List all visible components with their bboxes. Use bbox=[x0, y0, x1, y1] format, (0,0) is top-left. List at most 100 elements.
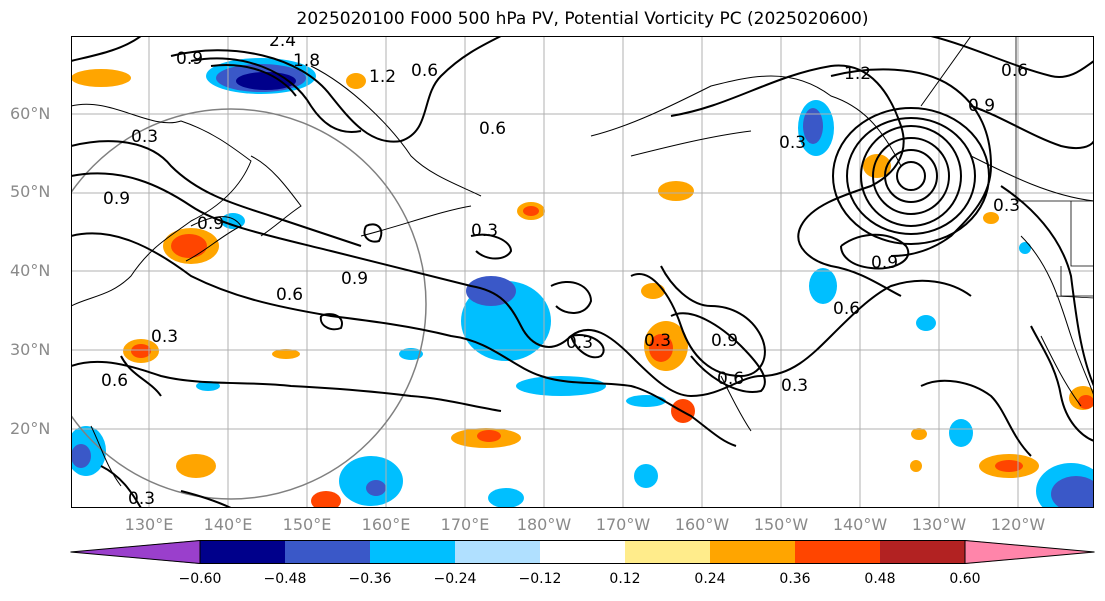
lat-label: 60°N bbox=[10, 104, 51, 123]
anomaly-shading bbox=[71, 58, 1094, 508]
anomaly-blob bbox=[809, 268, 837, 304]
lat-label: 20°N bbox=[10, 419, 51, 438]
contour-label: 0.3 bbox=[644, 331, 671, 351]
map-frame bbox=[71, 36, 1094, 508]
anomaly-blob bbox=[71, 69, 131, 87]
anomaly-blob bbox=[649, 334, 673, 362]
colorbar-segment bbox=[540, 540, 626, 564]
contour-label: 0.6 bbox=[833, 299, 860, 319]
colorbar-tick-label: 0.12 bbox=[609, 571, 641, 587]
lon-label: 150°W bbox=[753, 515, 809, 534]
colorbar-segments bbox=[70, 540, 1095, 564]
contour-label: 0.3 bbox=[779, 133, 806, 153]
gridlines bbox=[71, 36, 1094, 508]
contour-label: 0.6 bbox=[276, 285, 303, 305]
colorbar-tick-label: −0.60 bbox=[178, 571, 222, 587]
lon-label: 140°W bbox=[832, 515, 888, 534]
contour-label: 2.4 bbox=[269, 36, 296, 51]
lon-label: 160°W bbox=[674, 515, 730, 534]
anomaly-blob bbox=[477, 430, 501, 442]
colorbar-segment bbox=[795, 540, 881, 564]
borders bbox=[1015, 36, 1094, 299]
anomaly-blob bbox=[366, 480, 386, 496]
anomaly-blob bbox=[488, 488, 524, 508]
lon-label: 130°E bbox=[124, 515, 174, 534]
colorbar-tick-label: −0.48 bbox=[263, 571, 307, 587]
contour-label: 0.3 bbox=[151, 327, 178, 347]
anomaly-blob bbox=[634, 464, 658, 488]
map-title: 2025020100 F000 500 hPa PV, Potential Vo… bbox=[296, 9, 869, 29]
contour-label: 1.2 bbox=[369, 67, 396, 87]
contour-label: 0.9 bbox=[871, 253, 898, 273]
colorbar-tick-label: −0.24 bbox=[433, 571, 477, 587]
colorbar-outline-right bbox=[964, 540, 1095, 564]
anomaly-blob bbox=[641, 283, 665, 299]
contour-label: 0.9 bbox=[197, 214, 224, 234]
lon-label: 160°E bbox=[361, 515, 411, 534]
anomaly-blob bbox=[196, 381, 220, 391]
contour-label: 0.3 bbox=[566, 333, 593, 353]
contour-label: 0.6 bbox=[101, 371, 128, 391]
contour-label: 0.9 bbox=[176, 49, 203, 69]
anomaly-blob bbox=[949, 419, 973, 447]
contour-label: 1.8 bbox=[293, 51, 320, 71]
colorbar-tick-label: 0.48 bbox=[864, 571, 896, 587]
contour-label: 0.9 bbox=[103, 189, 130, 209]
contour-label: 0.3 bbox=[781, 376, 808, 396]
contour-label: 0.3 bbox=[471, 221, 498, 241]
anomaly-blob bbox=[658, 181, 694, 201]
contour-labels: 0.9 2.4 1.8 1.2 0.6 0.3 0.6 1.2 0.6 0.9 … bbox=[101, 36, 1028, 508]
coastlines bbox=[71, 36, 1094, 487]
anomaly-blob bbox=[516, 376, 606, 396]
anomaly-blob bbox=[399, 348, 423, 360]
colorbar-extend-low bbox=[70, 540, 200, 564]
contour-label: 0.6 bbox=[411, 61, 438, 81]
lat-label: 30°N bbox=[10, 340, 51, 359]
lon-label: 170°W bbox=[595, 515, 651, 534]
lon-label: 130°W bbox=[911, 515, 967, 534]
colorbar-segment bbox=[880, 540, 966, 564]
anomaly-blob bbox=[983, 212, 999, 224]
anomaly-blob bbox=[1078, 395, 1094, 409]
colorbar-segment bbox=[455, 540, 541, 564]
anomaly-blob bbox=[339, 456, 403, 506]
contour-label: 0.3 bbox=[993, 196, 1020, 216]
colorbar-segment bbox=[625, 540, 711, 564]
anomaly-blob bbox=[311, 491, 341, 508]
anomaly-blob bbox=[803, 108, 823, 144]
anomaly-blob bbox=[221, 213, 245, 229]
range-ring bbox=[71, 108, 427, 500]
anomaly-blob bbox=[71, 444, 91, 468]
anomaly-blob bbox=[1051, 476, 1094, 508]
anomaly-blob bbox=[626, 395, 666, 407]
anomaly-blob bbox=[916, 315, 936, 331]
anomaly-blob bbox=[171, 234, 207, 258]
colorbar-segment bbox=[370, 540, 456, 564]
lat-label: 40°N bbox=[10, 261, 51, 280]
anomaly-blob bbox=[911, 428, 927, 440]
lon-label: 150°E bbox=[282, 515, 332, 534]
map-canvas: 0.9 2.4 1.8 1.2 0.6 0.3 0.6 1.2 0.6 0.9 … bbox=[71, 36, 1094, 508]
anomaly-blob bbox=[910, 460, 922, 472]
contour-label: 0.3 bbox=[131, 127, 158, 147]
colorbar-tick-label: 0.60 bbox=[949, 571, 981, 587]
anomaly-blob bbox=[995, 460, 1023, 472]
contour-label: 0.9 bbox=[968, 96, 995, 116]
map-background bbox=[71, 36, 1094, 508]
pv-contours bbox=[71, 36, 1094, 508]
colorbar-segment bbox=[200, 540, 286, 564]
anomaly-blob bbox=[272, 349, 300, 359]
contour-label: 0.6 bbox=[717, 369, 744, 389]
colorbar-tick-label: −0.36 bbox=[348, 571, 392, 587]
lon-label: 120°W bbox=[990, 515, 1046, 534]
anomaly-blob bbox=[346, 73, 366, 89]
colorbar-tick-label: 0.24 bbox=[694, 571, 726, 587]
lon-label: 140°E bbox=[203, 515, 253, 534]
contour-label: 0.9 bbox=[341, 269, 368, 289]
colorbar-segment bbox=[285, 540, 371, 564]
anomaly-blob bbox=[863, 154, 891, 178]
colorbar-segment bbox=[710, 540, 796, 564]
contour-label: 1.2 bbox=[844, 64, 871, 84]
anomaly-blob bbox=[523, 206, 539, 216]
lat-label: 50°N bbox=[10, 182, 51, 201]
